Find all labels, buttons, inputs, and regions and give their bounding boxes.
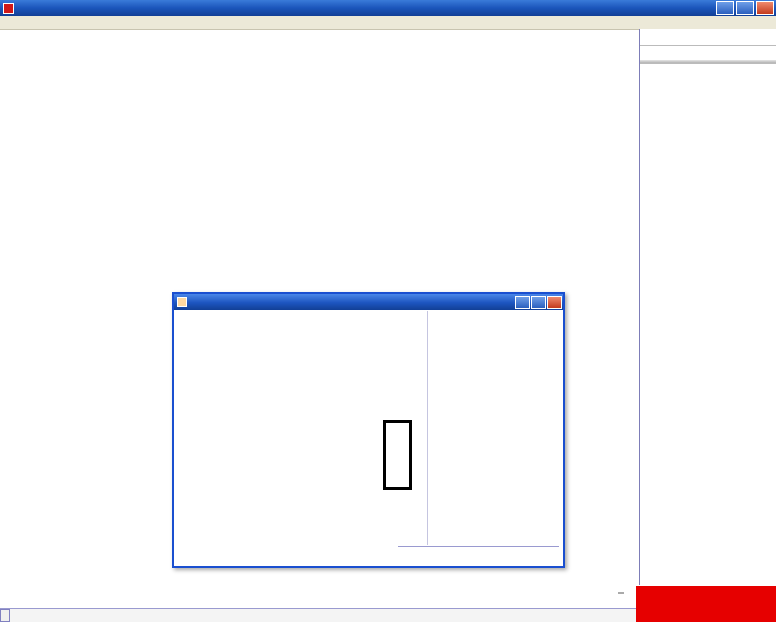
date-axis	[0, 608, 776, 622]
ask-queue	[640, 61, 776, 62]
tick-trade-list	[427, 311, 561, 545]
minimize-button[interactable]	[716, 1, 734, 15]
popup-price-scale	[176, 318, 204, 462]
popup-intraday-chart[interactable]	[205, 322, 397, 463]
volume-multiplier-label	[618, 592, 624, 594]
title-bar	[0, 0, 776, 16]
watermark	[636, 586, 776, 622]
popup-minimize-button[interactable]	[515, 295, 530, 309]
weibi-row	[640, 46, 776, 61]
popup-title-bar	[174, 294, 563, 310]
close-button[interactable]	[756, 1, 774, 15]
app-logo-icon	[3, 2, 14, 14]
period-button[interactable]	[0, 609, 10, 622]
quote-panel	[640, 29, 776, 585]
panel-divider	[639, 29, 640, 585]
popup-chart-icon	[177, 297, 187, 307]
quote-info-grid	[640, 63, 776, 64]
annotation-arrow	[628, 345, 776, 573]
daily-chart-header	[3, 31, 15, 42]
popup-restore-button[interactable]	[531, 295, 546, 309]
highlight-rectangle	[383, 420, 412, 490]
stock-code-name	[640, 29, 776, 46]
menu-bar	[0, 16, 776, 30]
restore-button[interactable]	[736, 1, 754, 15]
popup-button-bar	[398, 546, 559, 563]
popup-time-axis	[205, 547, 397, 560]
tick-detail-window	[172, 292, 565, 568]
bid-queue	[640, 62, 776, 63]
popup-close-button[interactable]	[547, 295, 562, 309]
popup-volume-chart[interactable]	[205, 462, 397, 546]
